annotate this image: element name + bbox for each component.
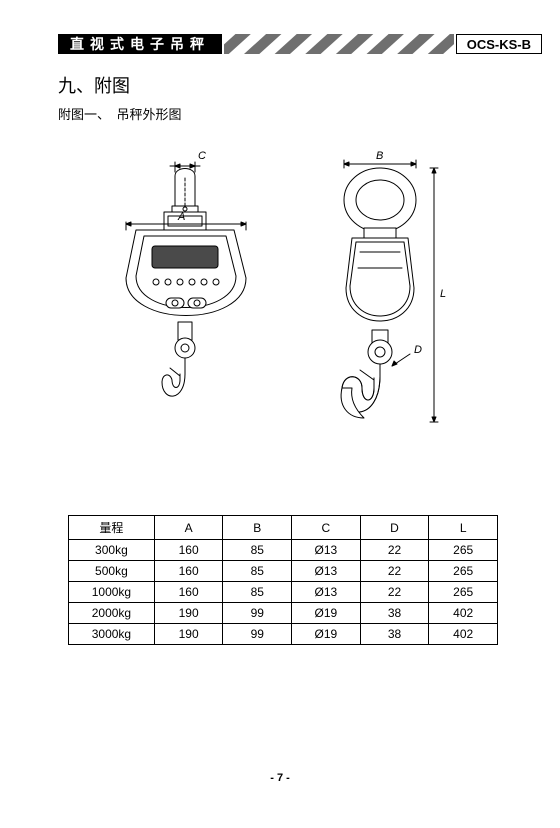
section-title: 九、附图 (58, 72, 130, 98)
cell: 85 (223, 582, 292, 603)
table-row: 1000kg 160 85 Ø13 22 265 (69, 582, 498, 603)
cell: 190 (154, 624, 223, 645)
th-c: C (292, 516, 361, 540)
th-capacity: 量程 (69, 516, 155, 540)
cell: 1000kg (69, 582, 155, 603)
cell: 85 (223, 561, 292, 582)
cell: Ø13 (292, 540, 361, 561)
dim-label-b: B (376, 150, 383, 162)
header-stripes (224, 34, 454, 54)
cell: 99 (223, 624, 292, 645)
cell: 99 (223, 603, 292, 624)
cell: 160 (154, 561, 223, 582)
dim-label-d: D (414, 344, 422, 356)
th-a: A (154, 516, 223, 540)
table-row: 3000kg 190 99 Ø19 38 402 (69, 624, 498, 645)
cell: 190 (154, 603, 223, 624)
cell: 22 (360, 540, 429, 561)
cell: 300kg (69, 540, 155, 561)
cell: 265 (429, 582, 498, 603)
cell: Ø13 (292, 561, 361, 582)
cell: 265 (429, 540, 498, 561)
cell: 38 (360, 603, 429, 624)
dim-label-l: L (440, 288, 446, 300)
table-header-row: 量程 A B C D L (69, 516, 498, 540)
cell: 402 (429, 603, 498, 624)
dim-label-c: C (198, 150, 206, 162)
cell: 500kg (69, 561, 155, 582)
cell: 22 (360, 582, 429, 603)
table-row: 2000kg 190 99 Ø19 38 402 (69, 603, 498, 624)
dimensions-table: 量程 A B C D L 300kg 160 85 Ø13 22 265 500… (68, 515, 498, 645)
cell: 402 (429, 624, 498, 645)
cell: 160 (154, 540, 223, 561)
th-b: B (223, 516, 292, 540)
cell: 265 (429, 561, 498, 582)
header-model: OCS-KS-B (456, 34, 542, 54)
cell: 160 (154, 582, 223, 603)
cell: 3000kg (69, 624, 155, 645)
cell: Ø13 (292, 582, 361, 603)
table-row: 300kg 160 85 Ø13 22 265 (69, 540, 498, 561)
cell: 22 (360, 561, 429, 582)
cell: 85 (223, 540, 292, 561)
th-d: D (360, 516, 429, 540)
page-header: 直视式电子吊秤 OCS-KS-B (58, 34, 542, 54)
crane-scale-diagram (80, 158, 480, 458)
cell: Ø19 (292, 624, 361, 645)
cell: 2000kg (69, 603, 155, 624)
th-l: L (429, 516, 498, 540)
diagram-area: A C B L D (80, 158, 480, 458)
dim-label-a: A (178, 211, 185, 223)
figure-title: 附图一、 吊秤外形图 (58, 104, 182, 123)
table-row: 500kg 160 85 Ø13 22 265 (69, 561, 498, 582)
cell: Ø19 (292, 603, 361, 624)
page-number: - 7 - (0, 772, 560, 784)
cell: 38 (360, 624, 429, 645)
header-title: 直视式电子吊秤 (58, 34, 222, 54)
